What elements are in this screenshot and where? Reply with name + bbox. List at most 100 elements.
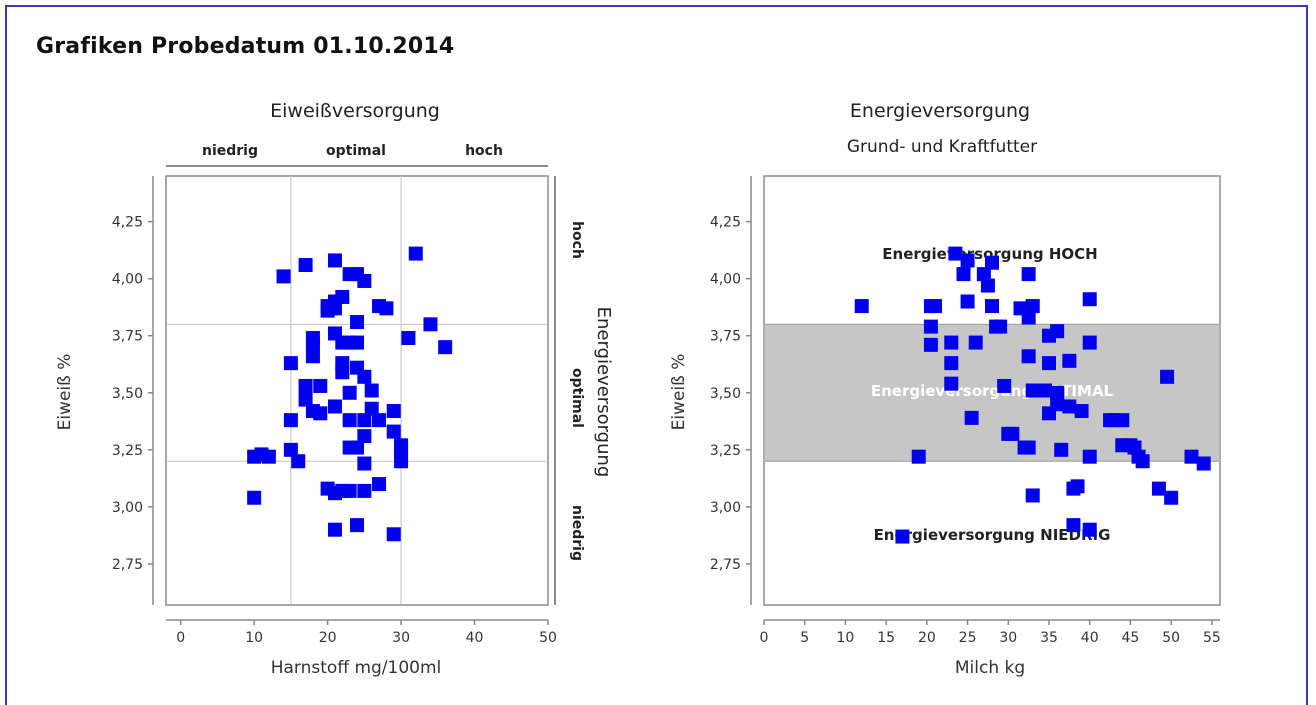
- data-point: [1050, 397, 1065, 412]
- data-point: [327, 522, 342, 537]
- data-point: [923, 337, 938, 352]
- data-point: [357, 413, 372, 428]
- x-axis-label: Harnstoff mg/100ml: [271, 658, 442, 678]
- chart-subtitle: Grund- und Kraftfutter: [847, 137, 1037, 157]
- data-point: [1021, 349, 1036, 364]
- data-point: [305, 337, 320, 352]
- y-tick-label: 2,75: [710, 557, 741, 573]
- x-tick-label: 5: [800, 630, 809, 646]
- data-point: [997, 378, 1012, 393]
- data-point: [401, 331, 416, 346]
- x-tick-label: 20: [319, 630, 337, 646]
- y-tick-label: 3,25: [710, 443, 741, 459]
- annotation-high: Energieversorgung HOCH: [882, 245, 1097, 263]
- x-tick-label: 30: [999, 630, 1017, 646]
- page-title: Grafiken Probedatum 01.10.2014: [36, 34, 455, 59]
- y-tick-label: 4,25: [710, 215, 741, 231]
- data-point: [1042, 356, 1056, 371]
- chart-title: Energieversorgung: [850, 100, 1030, 122]
- x-tick-label: 35: [1040, 630, 1058, 646]
- data-point: [350, 518, 364, 533]
- data-point: [968, 335, 983, 350]
- top-label-low: niedrig: [202, 143, 258, 159]
- x-tick-label: 25: [959, 630, 977, 646]
- data-point: [1151, 481, 1166, 496]
- data-point: [1082, 292, 1097, 307]
- x-tick-label: 0: [760, 630, 769, 646]
- x-tick-label: 45: [1122, 630, 1140, 646]
- data-point: [379, 301, 394, 316]
- data-point: [1050, 385, 1065, 400]
- data-point: [944, 356, 959, 371]
- data-point: [357, 483, 372, 498]
- data-point: [1025, 488, 1040, 503]
- data-point: [350, 315, 364, 330]
- data-point: [283, 356, 298, 371]
- data-point: [928, 299, 942, 314]
- data-point: [335, 289, 350, 304]
- right-axis-title: Energieversorgung: [593, 307, 614, 478]
- data-point: [948, 246, 963, 261]
- data-point: [438, 340, 453, 355]
- data-point: [944, 376, 959, 391]
- data-point: [357, 273, 372, 288]
- data-point: [364, 383, 379, 398]
- data-point: [261, 449, 276, 464]
- data-point: [305, 349, 320, 364]
- right-label-low: niedrig: [569, 505, 585, 561]
- x-tick-label: 55: [1203, 630, 1221, 646]
- annotation-low: Energieversorgung NIEDRIG: [874, 526, 1111, 544]
- y-tick-label: 4,00: [710, 272, 741, 288]
- data-point: [283, 442, 298, 457]
- data-point: [372, 413, 387, 428]
- data-point: [1062, 353, 1077, 368]
- data-point: [327, 253, 342, 268]
- data-point: [1115, 413, 1130, 428]
- x-tick-label: 10: [245, 630, 263, 646]
- data-point: [985, 255, 999, 270]
- y-tick-label: 2,75: [112, 557, 143, 573]
- data-point: [350, 440, 364, 455]
- data-point: [386, 424, 401, 439]
- x-tick-label: 0: [176, 630, 185, 646]
- data-point: [985, 299, 999, 314]
- optimal-band: [763, 323, 1221, 462]
- data-point: [335, 365, 350, 380]
- x-axis-label: Milch kg: [955, 658, 1025, 678]
- data-point: [895, 529, 910, 544]
- data-point: [247, 490, 262, 505]
- y-tick-label: 3,50: [112, 386, 143, 402]
- chart-title: Eiweißversorgung: [270, 100, 440, 122]
- x-tick-label: 40: [1081, 630, 1099, 646]
- top-label-high: hoch: [465, 143, 503, 159]
- data-point: [350, 335, 364, 350]
- data-point: [1037, 383, 1052, 398]
- data-point: [394, 454, 409, 469]
- data-point: [357, 456, 372, 471]
- data-point: [1025, 383, 1040, 398]
- data-point: [960, 294, 975, 309]
- data-point: [1021, 310, 1036, 325]
- chart-frame: [5, 5, 1308, 705]
- data-point: [276, 269, 291, 284]
- data-point: [1160, 369, 1175, 384]
- data-point: [1135, 454, 1150, 469]
- data-point: [923, 319, 938, 334]
- data-point: [1074, 404, 1089, 419]
- data-point: [342, 413, 357, 428]
- data-point: [283, 413, 298, 428]
- data-point: [342, 483, 357, 498]
- data-point: [976, 267, 991, 282]
- y-axis-label: Eiweiß %: [55, 354, 75, 431]
- y-tick-label: 3,75: [112, 329, 143, 345]
- data-point: [980, 278, 995, 293]
- data-point: [386, 527, 401, 542]
- plot-area: [165, 175, 549, 606]
- data-point: [1062, 399, 1077, 414]
- data-point: [364, 401, 379, 416]
- data-point: [408, 246, 423, 261]
- data-point: [1164, 490, 1179, 505]
- data-point: [1184, 449, 1199, 464]
- annotation-optimal: Energieversorgung OPTIMAL: [871, 382, 1114, 400]
- x-tick-label: 15: [877, 630, 895, 646]
